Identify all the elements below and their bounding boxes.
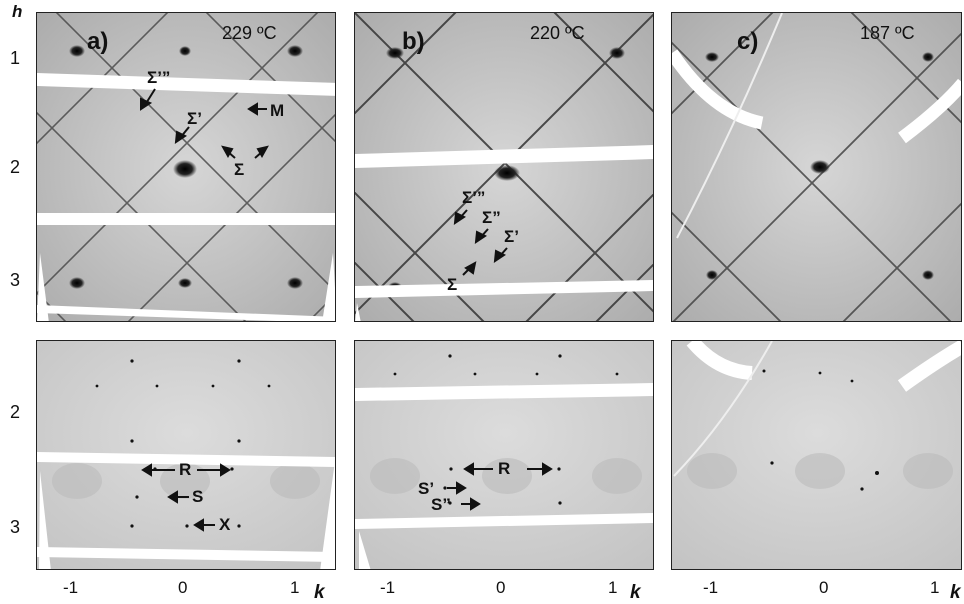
panel-b-arrows <box>453 209 508 276</box>
panel-a-top-svg <box>37 13 335 321</box>
annotation-sigma-b: Σ <box>447 275 458 294</box>
panel-a-temperature: 229 ºC <box>222 23 277 43</box>
annotation-x-a: X <box>219 515 231 534</box>
panel-c-bottom-diffraction-image <box>671 340 962 570</box>
annotation-sigma-triple-prime-b: Σ’” <box>462 188 486 207</box>
panel-c-temperature: 187 ºC <box>860 23 915 43</box>
k-tick-b-neg1: -1 <box>380 578 396 597</box>
h-axis-label: h <box>12 2 23 21</box>
row-label-h2: 2 <box>10 157 21 177</box>
k-axis-label-c: k <box>950 582 961 603</box>
annotation-s-double-prime-b: S” <box>431 495 451 514</box>
k-tick-c-1: 1 <box>930 578 940 597</box>
k-tick-c-0: 0 <box>819 578 829 597</box>
row-label-bottom-h2: 2 <box>10 402 21 422</box>
panel-a-top-diffraction-image: a) 229 ºC Σ’” M Σ’ Σ <box>36 12 336 322</box>
panel-a-label: a) <box>87 28 109 55</box>
panel-b-label: b) <box>402 28 425 55</box>
annotation-sigma-prime-a: Σ’ <box>187 109 202 128</box>
k-tick-b-0: 0 <box>496 578 506 597</box>
row-label-h3: 3 <box>10 270 21 290</box>
panel-c-label: c) <box>737 28 759 55</box>
annotation-sigma-triple-prime-a: Σ’” <box>147 68 171 87</box>
panel-b-top-svg <box>355 13 653 321</box>
panel-c-bottom-svg <box>672 341 961 569</box>
row-label-bottom-h3: 3 <box>10 517 21 537</box>
annotation-sigma-double-prime-b: Σ” <box>482 208 501 227</box>
row-label-h1: 1 <box>10 48 21 68</box>
k-axis-label-a: k <box>314 582 325 603</box>
panel-b-bottom-diffraction-image: R S’ S” <box>354 340 654 570</box>
annotation-r-b: R <box>498 459 511 478</box>
panel-b-top-diffraction-image: b) 220 ºC Σ’” Σ” Σ’ Σ <box>354 12 654 322</box>
panel-b-temperature: 220 ºC <box>530 23 585 43</box>
k-tick-b-1: 1 <box>608 578 618 597</box>
panel-a-bottom-diffraction-image: R S X <box>36 340 336 570</box>
panel-a-bottom-svg <box>37 341 335 569</box>
k-tick-a-1: 1 <box>290 578 300 597</box>
panel-b-bottom-svg <box>355 341 653 569</box>
panel-c-top-diffraction-image: c) 187 ºC <box>671 12 962 322</box>
annotation-r-a: R <box>179 460 192 479</box>
k-tick-a-0: 0 <box>178 578 188 597</box>
k-axis-label-b: k <box>630 582 641 603</box>
annotation-sigma-prime-b: Σ’ <box>504 227 519 246</box>
k-tick-a-neg1: -1 <box>63 578 79 597</box>
k-tick-c-neg1: -1 <box>703 578 719 597</box>
annotation-s-a: S <box>192 487 204 506</box>
panel-b-bottom-arrows <box>447 462 553 511</box>
annotation-m: M <box>270 101 285 120</box>
panel-c-top-svg <box>672 13 961 321</box>
annotation-sigma-a: Σ <box>234 160 245 179</box>
panel-a-arrows <box>140 88 269 159</box>
panel-a-bottom-arrows <box>141 463 231 532</box>
annotation-s-prime-b: S’ <box>418 479 435 498</box>
